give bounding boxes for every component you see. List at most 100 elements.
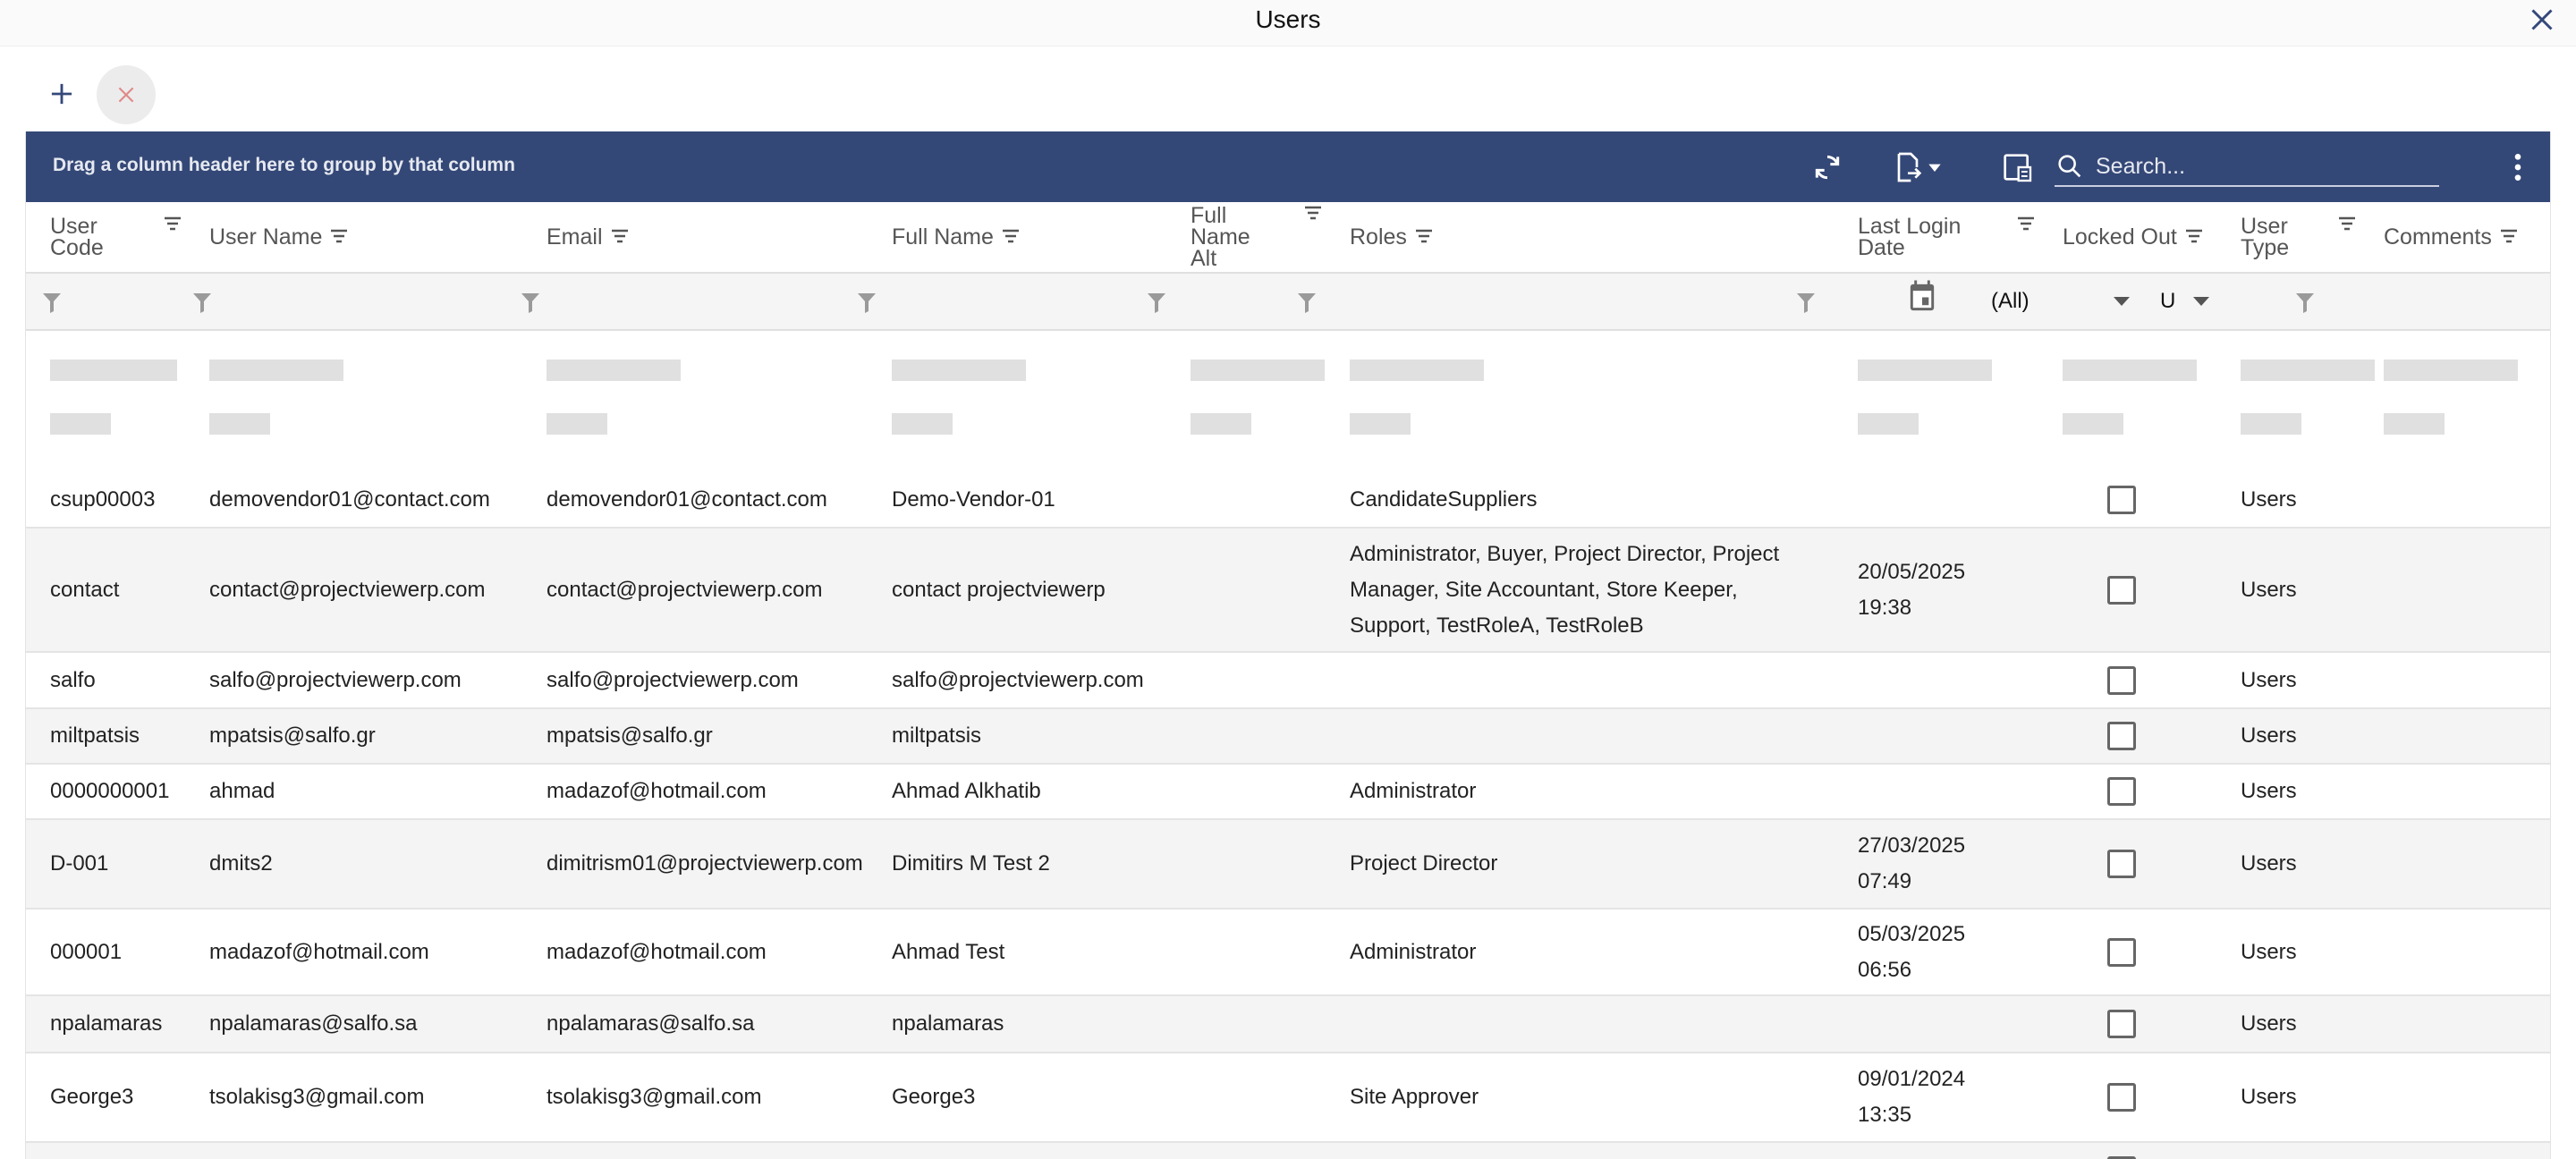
chevron-down-icon <box>2191 283 2211 319</box>
delete-user-button[interactable] <box>97 65 156 124</box>
column-menu-icon[interactable] <box>1303 205 1323 223</box>
search-input[interactable] <box>2096 153 2418 180</box>
refresh-icon[interactable] <box>1809 149 1845 185</box>
filter-icon[interactable] <box>1146 290 1167 313</box>
cell-roles: Project Director <box>1350 851 1498 876</box>
cell-locked-out <box>2063 575 2241 605</box>
export-icon[interactable] <box>1890 149 1926 185</box>
table-row[interactable]: npalamaras npalamaras@salfo.sa npalamaras@… <box>26 996 2550 1053</box>
column-header[interactable]: Comments <box>2384 224 2550 250</box>
column-header[interactable]: Email <box>547 226 892 249</box>
column-menu-icon[interactable] <box>163 216 182 233</box>
column-header[interactable]: Locked Out <box>2063 226 2241 249</box>
locked-out-checkbox[interactable] <box>2107 722 2136 750</box>
filter-select[interactable]: (All) <box>1991 283 2131 319</box>
locked-out-checkbox[interactable] <box>2107 485 2136 514</box>
table-row[interactable]: contact contact@projectviewerp.com contact… <box>26 529 2550 653</box>
filter-select[interactable]: U <box>2160 283 2211 319</box>
column-header-label: Comments <box>2384 224 2492 250</box>
close-icon[interactable] <box>2526 4 2558 36</box>
locked-out-checkbox[interactable] <box>2107 1083 2136 1112</box>
filter-cell[interactable] <box>191 290 529 313</box>
cell-full-name: salfo@projectviewerp.com <box>892 667 1144 692</box>
cell-email: contact@projectviewerp.com <box>547 577 823 602</box>
cell-full-name: Ahmad Test <box>892 939 1005 964</box>
column-menu-icon[interactable] <box>2184 228 2204 246</box>
filter-icon[interactable] <box>1795 290 1817 313</box>
locked-out-checkbox[interactable] <box>2107 850 2136 878</box>
table-row[interactable]: George3 tsolakisg3@gmail.com tsolakisg3@gm… <box>26 1053 2550 1143</box>
column-header[interactable]: User Name <box>209 226 547 249</box>
column-menu-icon[interactable] <box>2499 228 2519 246</box>
filter-select-value: U <box>2160 289 2176 313</box>
loading-placeholder-row <box>26 410 2550 472</box>
table-row[interactable]: 000001 madazof@hotmail.com madazof@hotmail… <box>26 909 2550 996</box>
filter-icon[interactable] <box>2294 290 2316 313</box>
skeleton-bar <box>2241 360 2375 381</box>
last-login-date: 27/03/2025 <box>1858 833 1966 858</box>
column-menu-icon[interactable] <box>2016 216 2036 233</box>
table-row[interactable]: D-001 dmits2 dimitrism01@projectviewerp.co… <box>26 820 2550 909</box>
skeleton-bar <box>892 360 1026 381</box>
column-menu-icon[interactable] <box>1414 228 1434 246</box>
locked-out-checkbox[interactable] <box>2107 665 2136 695</box>
filter-cell[interactable] <box>2294 290 2462 313</box>
filter-icon[interactable] <box>191 290 213 313</box>
skeleton-bar <box>1191 360 1325 381</box>
cell-code: D-001 <box>50 851 109 876</box>
filter-icon[interactable] <box>856 290 877 313</box>
cell-email: demovendor01@contact.com <box>547 486 827 512</box>
filter-icon[interactable] <box>41 290 63 313</box>
placeholder-cell <box>547 413 892 435</box>
cell-roles: Administrator <box>1350 939 1477 964</box>
column-header[interactable]: User Type <box>2241 216 2384 259</box>
group-panel-hint[interactable]: Drag a column header here to group by th… <box>53 155 515 175</box>
column-menu-icon[interactable] <box>2337 216 2357 233</box>
column-header-label: User Code <box>50 214 104 260</box>
column-menu-icon[interactable] <box>610 228 630 246</box>
placeholder-cell <box>1858 360 2063 381</box>
filter-cell[interactable] <box>41 290 200 313</box>
column-header[interactable]: Last Login Date <box>1858 216 2063 259</box>
table-row[interactable]: csup00003 demovendor01@contact.com demoven… <box>26 472 2550 529</box>
locked-out-checkbox[interactable] <box>2107 777 2136 806</box>
column-menu-icon[interactable] <box>329 228 349 246</box>
search-box[interactable] <box>2055 148 2439 187</box>
table-row[interactable]: miltpatsis mpatsis@salfo.gr mpatsis@salfo.… <box>26 709 2550 765</box>
column-menu-icon[interactable] <box>1001 228 1021 246</box>
last-login-date: 09/01/2024 <box>1858 1067 1966 1091</box>
locked-out-checkbox[interactable] <box>2107 1156 2136 1159</box>
filter-icon[interactable] <box>520 290 541 313</box>
filter-cell[interactable] <box>520 290 865 313</box>
locked-out-checkbox[interactable] <box>2107 1010 2136 1038</box>
column-chooser-icon[interactable] <box>1999 149 2035 185</box>
column-header[interactable]: Roles <box>1350 226 1858 249</box>
locked-out-checkbox[interactable] <box>2107 575 2136 605</box>
placeholder-cell <box>892 413 1191 435</box>
filter-cell[interactable] <box>856 290 1155 313</box>
filter-cell[interactable] <box>1795 279 2000 325</box>
last-login-date: 05/03/2025 <box>1858 921 1966 946</box>
skeleton-bar <box>2384 360 2518 381</box>
chevron-down-icon[interactable] <box>1924 149 1945 185</box>
filter-cell[interactable]: U <box>2160 283 2303 319</box>
filter-cell[interactable] <box>1296 290 1804 313</box>
filter-icon[interactable] <box>1296 290 1318 313</box>
placeholder-cell <box>2384 360 2550 381</box>
cell-user-name: demovendor01@contact.com <box>209 486 490 512</box>
filter-cell[interactable]: (All) <box>1991 283 2169 319</box>
column-header[interactable]: User Code <box>50 214 209 260</box>
table-row[interactable]: salfo salfo@projectviewerp.com salfo@proje… <box>26 653 2550 709</box>
table-row[interactable] <box>26 1143 2550 1159</box>
add-user-button[interactable] <box>45 77 79 111</box>
last-login-time: 19:38 <box>1858 595 1912 620</box>
column-header[interactable]: Full Name Alt <box>1191 205 1350 270</box>
calendar-icon[interactable] <box>1906 279 1938 325</box>
cell-code: contact <box>50 577 120 602</box>
filter-cell[interactable] <box>1146 290 1305 313</box>
table-row[interactable]: 0000000001 ahmad madazof@hotmail.com Ahmad … <box>26 765 2550 820</box>
column-header[interactable]: Full Name <box>892 226 1191 249</box>
last-login-date: 20/05/2025 <box>1858 559 1966 584</box>
more-options-icon[interactable] <box>2500 149 2536 185</box>
locked-out-checkbox[interactable] <box>2107 937 2136 967</box>
